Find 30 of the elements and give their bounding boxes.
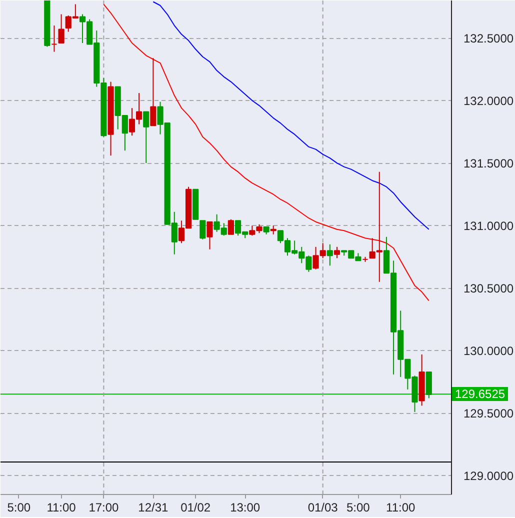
- x-tick-label: 11:00: [46, 500, 76, 514]
- candlestick: [228, 218, 234, 235]
- y-tick-label: 132.5000: [464, 32, 514, 46]
- y-tick-label: 131.0000: [464, 219, 514, 234]
- x-tick-label: 5:00: [346, 500, 370, 514]
- y-tick-label: 129.0000: [464, 469, 514, 484]
- x-tick-label: 12/31: [138, 500, 169, 514]
- candlestick: [426, 371, 432, 399]
- x-tick-label: 17:00: [88, 500, 120, 514]
- candlestick: [150, 58, 156, 126]
- candlestick: [200, 220, 206, 240]
- x-tick-label: 01/02: [180, 500, 211, 514]
- x-tick-label: 11:00: [386, 500, 416, 514]
- y-tick-label: 129.5000: [464, 406, 514, 421]
- line-series: [103, 4, 430, 302]
- candlestick: [326, 244, 333, 266]
- x-tick-label: 13:00: [230, 500, 260, 514]
- candlestick: [58, 14, 64, 44]
- y-tick-label: 132.0000: [464, 94, 514, 108]
- candlestick: [334, 246, 340, 259]
- line-series: [152, 1, 430, 230]
- candlestick: [206, 221, 213, 250]
- ref-line-label: 129.6525: [452, 387, 508, 401]
- candlestick: [51, 25, 58, 52]
- candlestick: [143, 111, 150, 164]
- y-tick-label: 130.0000: [464, 344, 514, 358]
- y-tick-label: 131.5000: [464, 156, 514, 171]
- x-tick-label: 01/03: [308, 500, 338, 514]
- y-tick-label: 130.5000: [464, 282, 514, 296]
- x-tick-label: 5:00: [7, 500, 31, 514]
